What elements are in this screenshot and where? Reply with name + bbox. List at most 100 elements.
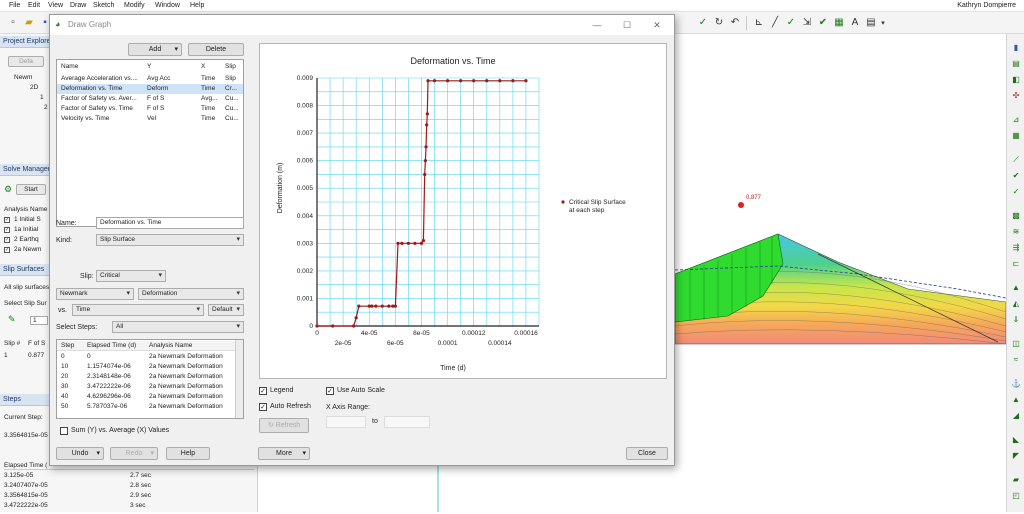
sum-average-checkbox[interactable] xyxy=(60,427,68,435)
menu-modify[interactable]: Modify xyxy=(124,2,145,9)
slip-surface-icon[interactable]: ✔ xyxy=(1012,171,1020,180)
new-file-icon[interactable]: ▫ xyxy=(11,17,15,28)
tree-project[interactable]: Newm xyxy=(14,74,33,81)
steps-row-time[interactable]: 3.125e-05 xyxy=(4,472,34,479)
more-button[interactable]: More ▾ xyxy=(258,447,310,460)
x-parameter-select[interactable]: Time xyxy=(72,304,204,316)
select-slip-input[interactable]: 1 xyxy=(30,316,48,325)
table-row[interactable]: 0 0 2a Newmark Deformation xyxy=(61,353,223,360)
draw-point-icon[interactable]: ✓ xyxy=(698,17,708,28)
measure-icon[interactable]: ⇲ xyxy=(802,17,812,28)
refresh-button[interactable]: ↻ Refresh xyxy=(259,418,309,433)
x-range-max-field[interactable] xyxy=(384,416,430,428)
draw-graph-icon[interactable]: ◫ xyxy=(1012,339,1020,348)
menu-draw[interactable]: Draw xyxy=(70,2,87,9)
graph-list[interactable]: Name Y X Slip Average Acceleration vs...… xyxy=(56,59,244,227)
nail-icon[interactable]: ◢ xyxy=(1012,411,1020,420)
analysis-row[interactable]: 1 Initial S xyxy=(14,216,41,223)
close-button[interactable]: Close xyxy=(626,447,668,460)
analysis-checkbox[interactable]: ✓ xyxy=(4,237,10,243)
user-name[interactable]: Kathryn Dompierre xyxy=(957,2,1016,9)
results-icon[interactable]: ▰ xyxy=(1012,475,1020,484)
defaults-button[interactable]: Defa xyxy=(8,56,44,67)
analysis-checkbox[interactable]: ✓ xyxy=(4,227,10,233)
pressure-icon[interactable]: ▲ xyxy=(1012,283,1020,292)
tree-2d[interactable]: 2D xyxy=(30,84,39,91)
geotextile-icon[interactable]: ◣ xyxy=(1012,435,1020,444)
menu-view[interactable]: View xyxy=(48,2,64,9)
open-folder-icon[interactable]: ▰ xyxy=(25,17,33,28)
steps-row-sec[interactable]: 3 sec xyxy=(130,502,146,509)
arc-icon[interactable]: ↶ xyxy=(730,17,740,28)
slip-select-icon[interactable]: ✎ xyxy=(8,314,16,324)
delete-button[interactable]: Delete xyxy=(188,43,244,56)
close-icon[interactable]: ✕ xyxy=(653,20,661,30)
undo-button[interactable]: Undo ▾ xyxy=(56,447,104,460)
steps-row-time[interactable]: 3.2407407e-05 xyxy=(4,482,48,489)
list-item[interactable]: Average Acceleration vs.... Avg Acc Time… xyxy=(61,75,236,82)
list-item[interactable]: Velocity vs. Time Vel Time Cu... xyxy=(61,115,239,122)
analysis-row[interactable]: 2a Newm xyxy=(14,246,42,253)
steps-table[interactable]: Step Elapsed Time (d) Analysis Name 0 0 … xyxy=(56,339,244,419)
boundary-icon[interactable]: ◭ xyxy=(1012,299,1020,308)
auto-scale-checkbox[interactable]: ✓ xyxy=(326,387,334,395)
reinforcement-icon[interactable]: ◤ xyxy=(1012,451,1020,460)
analysis-checkbox[interactable]: ✓ xyxy=(4,247,10,253)
solve-icon[interactable]: ⚙ xyxy=(4,184,13,194)
slip-row-fos[interactable]: 0.877 xyxy=(28,352,45,359)
section-icon[interactable]: ⊏ xyxy=(1012,259,1020,268)
materials-icon[interactable]: ▤ xyxy=(1012,59,1020,68)
points-icon[interactable]: ✣ xyxy=(1012,91,1020,100)
save-icon[interactable]: ▪ xyxy=(43,17,47,28)
table-row[interactable]: 50 5.787037e-06 2a Newmark Deformation xyxy=(61,403,223,410)
steps-row-time[interactable]: 3.3564815e-05 xyxy=(4,492,48,499)
line-icon[interactable]: ╱ xyxy=(771,17,779,28)
list-item[interactable]: Factor of Safety vs. Time F of S Time Cu… xyxy=(61,105,239,112)
table-row[interactable]: 40 4.6296296e-06 2a Newmark Deformation xyxy=(61,393,223,400)
auto-refresh-checkbox[interactable]: ✓ xyxy=(259,403,267,411)
text-icon[interactable]: A xyxy=(851,17,859,28)
table-row[interactable]: 10 1.1574074e-06 2a Newmark Deformation xyxy=(61,363,223,370)
check-icon[interactable]: ✓ xyxy=(786,17,796,28)
tree-item-1[interactable]: 1 xyxy=(40,94,44,101)
regions-icon[interactable]: ◧ xyxy=(1012,75,1020,84)
flow-icon[interactable]: ⇶ xyxy=(1012,243,1020,252)
check-icon[interactable]: ✓ xyxy=(1012,187,1020,196)
tree-item-2[interactable]: 2 xyxy=(44,104,48,111)
anchor-icon[interactable]: ⚓ xyxy=(1011,379,1021,388)
graph-icon[interactable]: ✔ xyxy=(818,17,828,28)
menu-sketch[interactable]: Sketch xyxy=(93,2,115,9)
x-range-min-field[interactable] xyxy=(326,416,366,428)
grid-icon[interactable]: ▦ xyxy=(834,17,844,28)
y-parameter-select[interactable]: Deformation xyxy=(138,288,244,300)
view-icon[interactable]: ◰ xyxy=(1012,491,1020,500)
y-analysis-select[interactable]: Newmark xyxy=(56,288,134,300)
steps-row-time[interactable]: 3.4722222e-05 xyxy=(4,502,48,509)
analysis-checkbox[interactable]: ✓ xyxy=(4,217,10,223)
help-button[interactable]: Help xyxy=(166,447,210,460)
rotate-icon[interactable]: ↻ xyxy=(714,17,724,28)
list-item[interactable]: Factor of Safety vs. Aver... F of S Avg.… xyxy=(61,95,239,102)
kind-select[interactable]: Slip Surface xyxy=(96,234,244,246)
name-field[interactable]: Deformation vs. Time xyxy=(96,217,244,229)
slip-select[interactable]: Critical xyxy=(96,270,166,282)
pile-icon[interactable]: ▲ xyxy=(1012,395,1020,404)
start-button[interactable]: Start xyxy=(16,184,46,195)
all-slip-surfaces[interactable]: All slip surfaces xyxy=(4,284,50,291)
table-row[interactable]: 20 2.3148148e-06 2a Newmark Deformation xyxy=(61,373,223,380)
table-icon[interactable]: ▤ xyxy=(866,17,876,28)
list-item[interactable]: Deformation vs. Time Deform Time Cr... xyxy=(57,84,243,94)
steps-row-sec[interactable]: 2.9 sec xyxy=(130,492,151,499)
menu-file[interactable]: File xyxy=(9,2,21,9)
analysis-row[interactable]: 2 Earthq xyxy=(14,236,39,243)
mesh-icon[interactable]: ▩ xyxy=(1012,211,1020,220)
grid-icon[interactable]: ▦ xyxy=(1012,131,1020,140)
wave-icon[interactable]: ≈ xyxy=(1013,355,1019,364)
x-default-select[interactable]: Default xyxy=(208,304,244,316)
steps-table-scrollbar[interactable] xyxy=(235,340,243,418)
load-icon[interactable]: ⇓ xyxy=(1012,315,1020,324)
contour-icon[interactable]: ≋ xyxy=(1012,227,1020,236)
maximize-icon[interactable]: ☐ xyxy=(622,20,632,30)
legend-checkbox[interactable]: ✓ xyxy=(259,387,267,395)
define-icon[interactable]: ▮ xyxy=(1013,43,1019,52)
